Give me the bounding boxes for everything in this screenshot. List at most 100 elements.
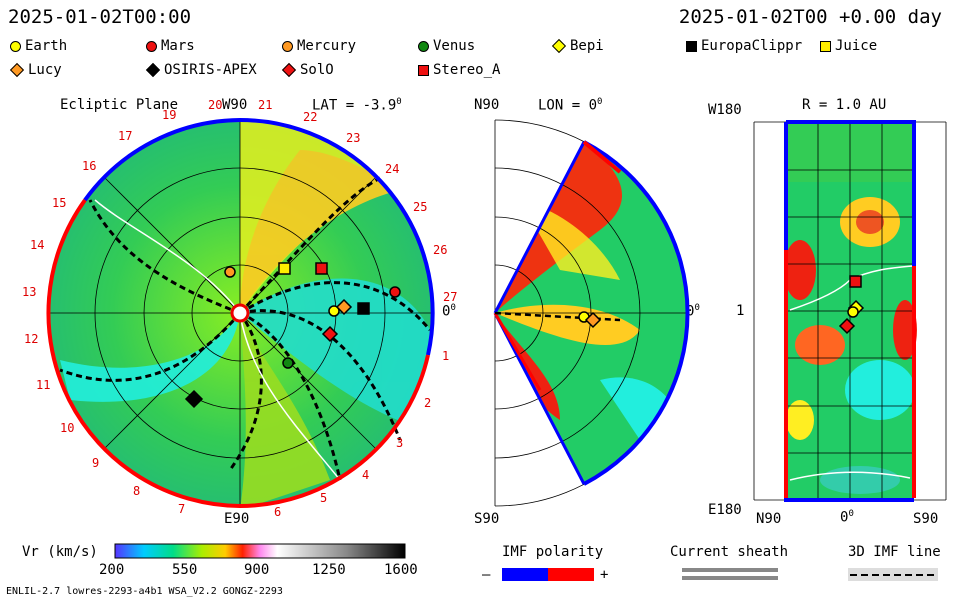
carr-tick: 1 (442, 349, 450, 363)
carr-tick: 22 (303, 110, 318, 124)
carr-tick: 20 (208, 98, 223, 112)
panel1-zero-label: 00 (442, 303, 456, 320)
juice-square-icon (820, 40, 831, 52)
carr-tick: 14 (30, 238, 45, 252)
carr-tick: 9 (92, 456, 100, 470)
earth-marker (328, 305, 340, 317)
venus-marker (282, 357, 294, 369)
carr-tick: 23 (346, 131, 361, 145)
carr-tick: 26 (433, 243, 448, 257)
imf-polarity-label: IMF polarity (502, 544, 604, 560)
carr-tick: 27 (443, 290, 458, 304)
e90-label: E90 (224, 511, 250, 527)
panel2-zero-label: 00 (686, 303, 700, 320)
legend-osiris-apex: OSIRIS-APEX (145, 62, 257, 78)
meridional-wedge (493, 119, 690, 507)
panel3-solo-marker (838, 317, 856, 335)
w180-label: W180 (708, 102, 742, 118)
lon-label: LON = 00 (538, 97, 603, 114)
colorbar-tick: 200 (99, 562, 125, 578)
panel1-objects (184, 262, 401, 409)
panel3-earth-marker (847, 306, 859, 318)
ecliptic-disk (46, 118, 435, 509)
panel2-lucy-marker (584, 311, 602, 329)
imf-3d-label: 3D IMF line (848, 544, 941, 560)
panel2-n90-label: N90 (474, 97, 500, 113)
juice-marker (278, 262, 291, 275)
footer-left: ENLIL-2.7 lowres-2293-a4b1 WSA_V2.2 GONG… (6, 586, 283, 597)
carr-tick: 5 (320, 491, 328, 505)
stereo-a-square-icon (418, 64, 429, 76)
osiris-apex-marker (184, 389, 204, 409)
panel2-s90-label: S90 (474, 511, 500, 527)
velocity-colorbar (114, 543, 406, 559)
panel3-one-label: 1 (736, 303, 745, 319)
current-sheath-swatch (682, 568, 778, 580)
carr-tick: 6 (274, 505, 282, 519)
venus-circle-icon (418, 40, 429, 52)
right-timestamp: 2025-01-02T00 +0.00 day (678, 6, 942, 28)
legend-earth: Earth (10, 38, 67, 54)
current-sheath-label: Current sheath (670, 544, 789, 560)
imf-minus-label: – (482, 567, 491, 583)
legend-mercury: Mercury (282, 38, 356, 54)
europaclipper-marker (357, 302, 370, 315)
solo-marker (321, 325, 339, 343)
imf-negative-swatch (502, 568, 548, 581)
colorbar-tick: 550 (172, 562, 198, 578)
carr-tick: 19 (162, 108, 177, 122)
ecliptic-plane-title: Ecliptic Plane (60, 97, 179, 113)
imf-positive-swatch (548, 568, 594, 581)
legend-mars: Mars (146, 38, 195, 54)
carr-tick: 4 (362, 468, 370, 482)
mars-marker (389, 286, 401, 298)
lucy-marker (335, 298, 353, 316)
legend-lucy: Lucy (9, 62, 62, 78)
e180-label: E180 (708, 502, 742, 518)
colorbar-tick: 1250 (312, 562, 346, 578)
earth-circle-icon (10, 40, 21, 52)
carr-tick: 24 (385, 162, 400, 176)
sun-icon (230, 303, 250, 323)
legend-juice: Juice (820, 38, 877, 54)
colorbar-tick: 1600 (384, 562, 418, 578)
colorbar-tick: 900 (244, 562, 270, 578)
panel3-zero-label: 00 (840, 509, 854, 526)
colorbar-label: Vr (km/s) (22, 544, 98, 560)
stereo-a-marker (315, 262, 328, 275)
carr-tick: 10 (60, 421, 75, 435)
legend-venus: Venus (418, 38, 475, 54)
mercury-marker (224, 266, 236, 278)
imf-plus-label: + (600, 567, 609, 583)
mars-circle-icon (146, 40, 157, 52)
carr-tick: 3 (396, 436, 404, 450)
carr-tick: 21 (258, 98, 273, 112)
lat-label: LAT = -3.90 (312, 97, 402, 114)
legend-bepi: Bepi (551, 38, 604, 54)
legend-stereo-a: Stereo_A (418, 62, 500, 78)
left-timestamp: 2025-01-02T00:00 (8, 6, 192, 28)
mercury-circle-icon (282, 40, 293, 52)
w90-label: W90 (222, 97, 248, 113)
r1au-map (753, 120, 947, 502)
carr-tick: 17 (118, 129, 133, 143)
panel3-s90-label: S90 (913, 511, 939, 527)
legend-solo: SolO (281, 62, 334, 78)
carr-tick: 12 (24, 332, 39, 346)
carr-tick: 16 (82, 159, 97, 173)
panel3-n90-label: N90 (756, 511, 782, 527)
carr-tick: 15 (52, 196, 67, 210)
body-legend: Earth Mars Mercury Venus Bepi EuropaClip… (9, 38, 950, 84)
carr-tick: 8 (133, 484, 141, 498)
imf-3d-swatch (848, 568, 938, 581)
carr-tick: 25 (413, 200, 428, 214)
panel3-stereo-a-marker (849, 275, 862, 288)
carr-tick: 2 (424, 396, 432, 410)
r-label: R = 1.0 AU (802, 97, 887, 113)
carr-tick: 13 (22, 285, 37, 299)
carr-tick: 7 (178, 502, 186, 516)
carr-tick: 11 (36, 378, 51, 392)
europaclipper-square-icon (686, 40, 697, 52)
legend-europaclipper: EuropaClippr (686, 38, 802, 54)
